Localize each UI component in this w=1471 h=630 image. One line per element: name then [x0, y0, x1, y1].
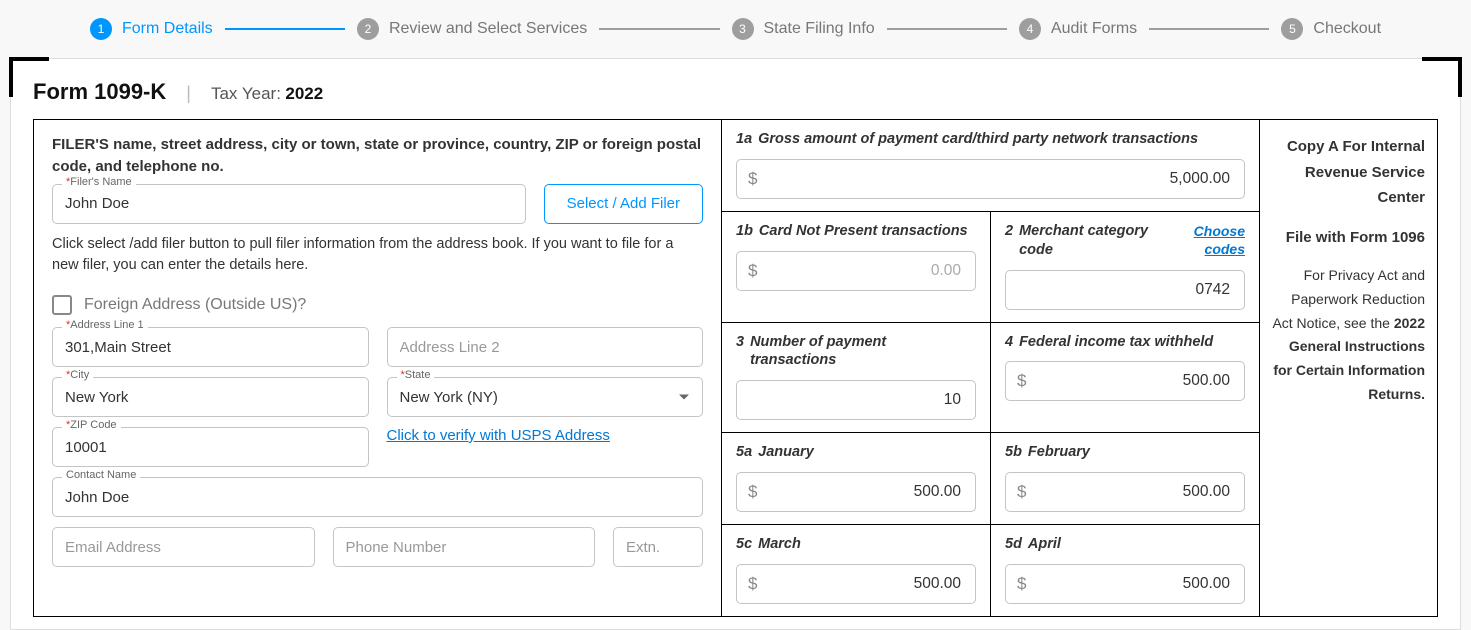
box-2: 2Merchant category code Choose codes: [991, 212, 1259, 322]
city-label: *City: [62, 369, 93, 381]
verify-usps-link[interactable]: Click to verify with USPS Address: [387, 427, 610, 444]
step-number: 3: [732, 18, 754, 40]
dollar-icon: $: [748, 574, 757, 594]
privacy-notice: For Privacy Act and Paperwork Reduction …: [1272, 264, 1425, 407]
form-grid: FILER'S name, street address, city or to…: [33, 119, 1438, 617]
form-header: Form 1099-K | Tax Year: 2022: [33, 79, 1438, 105]
step-review-services[interactable]: 2 Review and Select Services: [357, 18, 587, 40]
contact-name-label: Contact Name: [62, 469, 140, 481]
step-state-filing[interactable]: 3 State Filing Info: [732, 18, 875, 40]
filer-hint-text: Click select /add filer button to pull f…: [52, 234, 703, 278]
form-container: Form 1099-K | Tax Year: 2022 FILER'S nam…: [10, 58, 1461, 630]
foreign-address-label: Foreign Address (Outside US)?: [84, 296, 306, 314]
extension-input[interactable]: [613, 527, 703, 567]
box-4: 4Federal income tax withheld $: [991, 323, 1259, 433]
zip-label: *ZIP Code: [62, 419, 121, 431]
step-checkout[interactable]: 5 Checkout: [1281, 18, 1381, 40]
phone-input[interactable]: [333, 527, 596, 567]
contact-name-input[interactable]: [52, 477, 703, 517]
box-5b: 5bFebruary $: [991, 433, 1259, 524]
dollar-icon: $: [748, 261, 757, 281]
filer-name-input[interactable]: [52, 184, 526, 224]
filer-heading: FILER'S name, street address, city or to…: [52, 134, 703, 178]
dollar-icon: $: [748, 169, 757, 189]
step-label: Checkout: [1313, 20, 1381, 38]
copy-a-sidebar: Copy A For Internal Revenue Service Cent…: [1259, 120, 1437, 616]
select-add-filer-button[interactable]: Select / Add Filer: [544, 184, 703, 224]
address1-input[interactable]: [52, 327, 369, 367]
step-label: Audit Forms: [1051, 20, 1137, 38]
amounts-section: 1aGross amount of payment card/third par…: [722, 120, 1259, 616]
box-3: 3Number of payment transactions: [722, 323, 991, 433]
dollar-icon: $: [1017, 371, 1026, 391]
step-connector: [887, 28, 1007, 30]
box-5a: 5aJanuary $: [722, 433, 991, 524]
city-input[interactable]: [52, 377, 369, 417]
box-5c: 5cMarch $: [722, 525, 991, 616]
checkbox-icon: [52, 295, 72, 315]
step-connector: [1149, 28, 1269, 30]
step-label: State Filing Info: [764, 20, 875, 38]
state-label: *State: [397, 369, 435, 381]
step-connector: [599, 28, 719, 30]
box-3-input[interactable]: [736, 380, 976, 420]
state-select[interactable]: [387, 377, 704, 417]
divider: |: [186, 83, 191, 104]
step-number: 2: [357, 18, 379, 40]
dollar-icon: $: [748, 482, 757, 502]
address1-label: *Address Line 1: [62, 319, 148, 331]
box-5b-input[interactable]: [1005, 472, 1245, 512]
box-1b: 1bCard Not Present transactions $: [722, 212, 991, 322]
filer-name-label: *Filer's Name: [62, 176, 136, 188]
corner-decoration: [1422, 57, 1462, 97]
email-input[interactable]: [52, 527, 315, 567]
file-with-label: File with Form 1096: [1272, 225, 1425, 251]
filer-section: FILER'S name, street address, city or to…: [34, 120, 722, 616]
step-audit-forms[interactable]: 4 Audit Forms: [1019, 18, 1137, 40]
box-5d-input[interactable]: [1005, 564, 1245, 604]
box-1a-input[interactable]: [736, 159, 1245, 199]
step-connector: [225, 28, 345, 30]
progress-stepper: 1 Form Details 2 Review and Select Servi…: [0, 0, 1471, 58]
step-form-details[interactable]: 1 Form Details: [90, 18, 213, 40]
address2-input[interactable]: [387, 327, 704, 367]
corner-decoration: [9, 57, 49, 97]
tax-year-label: Tax Year:: [211, 84, 281, 103]
box-5d: 5dApril $: [991, 525, 1259, 616]
step-number: 4: [1019, 18, 1041, 40]
tax-year-value: 2022: [285, 84, 323, 103]
copy-a-title: Copy A For Internal Revenue Service Cent…: [1272, 134, 1425, 211]
zip-input[interactable]: [52, 427, 369, 467]
box-2-input[interactable]: [1005, 270, 1245, 310]
step-number: 1: [90, 18, 112, 40]
dollar-icon: $: [1017, 482, 1026, 502]
step-label: Review and Select Services: [389, 20, 587, 38]
step-number: 5: [1281, 18, 1303, 40]
box-1a: 1aGross amount of payment card/third par…: [722, 120, 1259, 211]
box-4-input[interactable]: [1005, 361, 1245, 401]
dollar-icon: $: [1017, 574, 1026, 594]
box-5c-input[interactable]: [736, 564, 976, 604]
chevron-down-icon: [679, 395, 689, 400]
box-5a-input[interactable]: [736, 472, 976, 512]
step-label: Form Details: [122, 20, 213, 38]
form-title: Form 1099-K: [33, 79, 166, 105]
choose-codes-link[interactable]: Choose codes: [1165, 222, 1245, 258]
foreign-address-checkbox[interactable]: Foreign Address (Outside US)?: [52, 295, 703, 315]
box-1b-input[interactable]: [736, 251, 976, 291]
